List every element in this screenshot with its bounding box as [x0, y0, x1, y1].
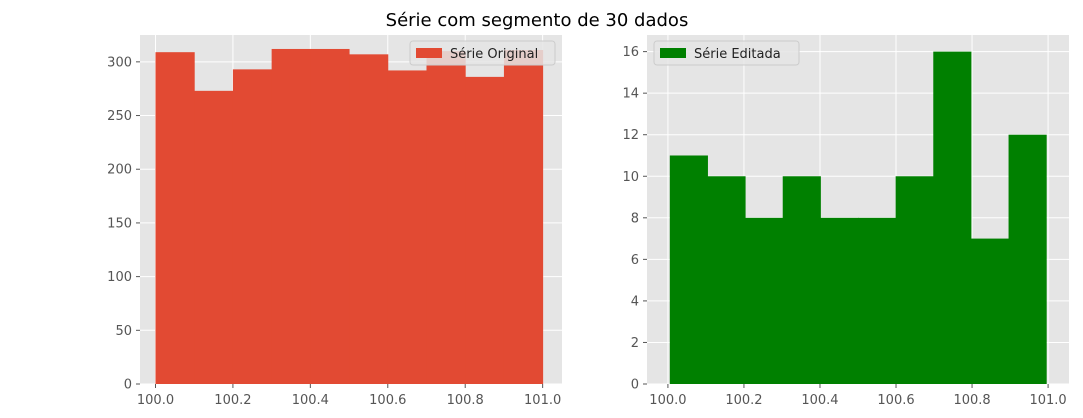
legend-box — [409, 40, 556, 66]
x-tick-label: 100.8 — [953, 393, 990, 408]
figure-title: Série com segmento de 30 dados — [386, 10, 689, 31]
y-tick-label: 0 — [631, 378, 639, 393]
legend-swatch — [416, 48, 442, 58]
y-tick-label: 200 — [107, 163, 132, 178]
y-tick-label: 300 — [107, 55, 132, 70]
y-tick-label: 6 — [631, 253, 639, 268]
histogram-original-panel: 100.0 100.2 100.4 100.6 100.8 101.0 0 50 100 150 2… — [107, 35, 562, 408]
legend: Série Editada — [653, 40, 800, 66]
y-tick-label: 50 — [115, 324, 132, 339]
y-tick-label: 16 — [622, 45, 639, 60]
x-tick-label: 100.8 — [447, 393, 484, 408]
histogram-bar — [933, 51, 972, 384]
histogram-bar — [820, 217, 859, 384]
legend: Série Original — [409, 40, 556, 66]
x-tick-label: 100.0 — [649, 393, 686, 408]
y-tick-label: 12 — [622, 128, 639, 143]
histogram-bar — [895, 176, 934, 384]
histogram-bar — [271, 48, 311, 385]
x-tick-label: 100.2 — [214, 393, 251, 408]
y-tick-label: 0 — [124, 378, 132, 393]
y-tick-label: 2 — [631, 336, 639, 351]
histogram-bar — [970, 238, 1010, 384]
histogram-bar — [465, 76, 505, 384]
y-tick-label: 250 — [107, 109, 132, 124]
histogram-bar — [310, 48, 350, 385]
histogram-bar — [194, 90, 234, 384]
y-tick-label: 8 — [631, 211, 639, 226]
y-tick-label: 4 — [631, 294, 639, 309]
histogram-bar — [387, 70, 427, 384]
histogram-bar — [349, 54, 389, 385]
legend-label: Série Original — [450, 47, 538, 62]
histogram-edited-panel: 100.0 100.2 100.4 100.6 100.8 101.0 0 2 4 6 8 10 12 1… — [622, 35, 1069, 408]
histogram-bar — [745, 217, 784, 384]
x-tick-label: 100.6 — [369, 393, 406, 408]
y-tick-label: 150 — [107, 216, 132, 231]
x-tick-label: 101.0 — [524, 393, 561, 408]
legend-box — [653, 40, 800, 66]
histogram-bar — [232, 69, 273, 385]
x-tick-label: 100.0 — [137, 393, 174, 408]
histogram-bar — [707, 176, 746, 384]
histogram-bar — [1008, 134, 1047, 384]
histogram-bar — [155, 52, 195, 384]
histogram-bar — [858, 217, 897, 384]
y-tick-label: 10 — [622, 170, 639, 185]
legend-label: Série Editada — [694, 47, 781, 62]
histogram-bar — [669, 155, 708, 384]
x-tick-label: 100.2 — [725, 393, 762, 408]
x-tick-label: 100.4 — [292, 393, 329, 408]
histogram-bar — [782, 176, 821, 384]
x-tick-label: 101.0 — [1029, 393, 1066, 408]
y-tick-label: 14 — [622, 87, 639, 102]
histogram-bar — [426, 51, 466, 384]
histogram-bar — [503, 50, 544, 385]
legend-swatch — [660, 48, 686, 58]
x-tick-label: 100.6 — [877, 393, 914, 408]
x-tick-label: 100.4 — [801, 393, 838, 408]
y-tick-label: 100 — [107, 270, 132, 285]
